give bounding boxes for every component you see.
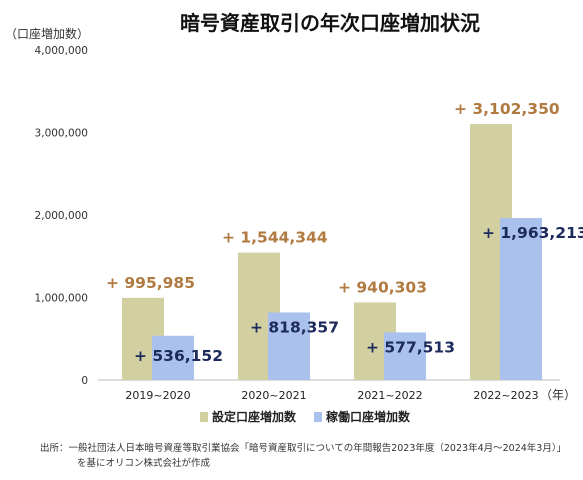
y-axis-label: （口座増加数） — [5, 26, 89, 41]
x-axis-unit-label: （年） — [540, 388, 576, 402]
y-tick-label: 1,000,000 — [35, 293, 88, 305]
source-note-line1: 出所：一般社団法人日本暗号資産等取引業協会「暗号資産取引についての年間報告202… — [40, 443, 567, 454]
chart-title: 暗号資産取引の年次口座増加状況 — [180, 11, 480, 35]
x-tick-label: 2021~2022 — [357, 389, 422, 402]
legend-swatch — [200, 412, 208, 422]
data-label-active: + 1,963,213 — [482, 224, 583, 242]
bars — [122, 124, 542, 380]
bar-active-2 — [384, 332, 426, 380]
legend-label: 稼働口座増加数 — [326, 409, 411, 424]
source-note-line2: を基にオリコン株式会社が作成 — [77, 458, 211, 469]
x-tick-label: 2022~2023 — [473, 389, 538, 402]
y-tick-label: 2,000,000 — [35, 210, 88, 222]
bar-active-1 — [268, 312, 310, 380]
y-axis-ticks: 0 1,000,000 2,000,000 3,000,000 4,000,000 — [35, 45, 88, 387]
x-tick-label: 2020~2021 — [241, 389, 306, 402]
legend-swatch — [314, 412, 322, 422]
bar-labels: + 995,985 + 536,152 + 1,544,344 + 818,357 + … — [106, 100, 583, 365]
chart: 暗号資産取引の年次口座増加状況 （口座増加数） （年） 0 1,000,000 2,… — [5, 11, 583, 424]
y-tick-label: 3,000,000 — [35, 128, 88, 140]
bar-active-3 — [500, 218, 542, 380]
data-label-set: + 995,985 — [106, 274, 195, 292]
data-label-active: + 818,357 — [250, 318, 339, 336]
data-label-set: + 3,102,350 — [454, 100, 560, 118]
legend-label: 設定口座増加数 — [212, 409, 297, 424]
data-label-active: + 536,152 — [134, 347, 223, 365]
legend: 設定口座増加数 稼働口座増加数 — [200, 409, 411, 424]
data-label-set: + 940,303 — [338, 278, 427, 296]
x-tick-label: 2019~2020 — [125, 389, 190, 402]
bar-active-0 — [152, 335, 194, 380]
data-label-set: + 1,544,344 — [222, 229, 328, 247]
x-axis-ticks: 2019~2020 2020~2021 2021~2022 2022~2023 — [125, 389, 538, 402]
data-label-active: + 577,513 — [366, 338, 455, 356]
y-tick-label: 4,000,000 — [35, 45, 88, 57]
y-tick-label: 0 — [81, 375, 88, 387]
